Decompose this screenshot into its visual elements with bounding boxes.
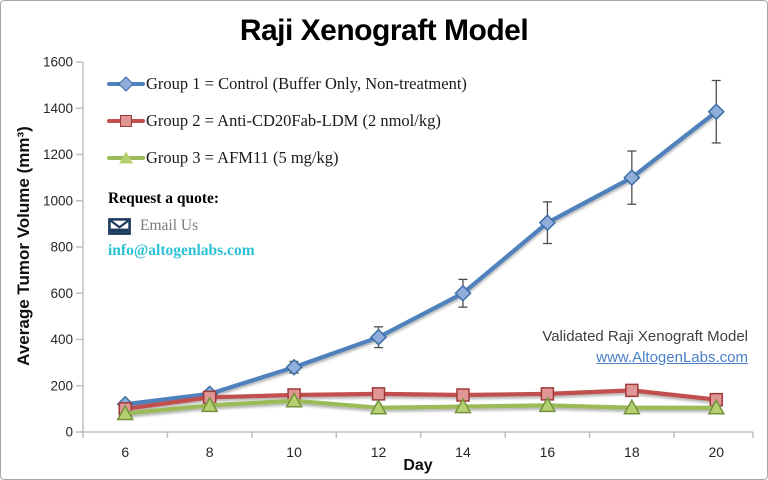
svg-text:16: 16 <box>540 444 556 460</box>
chart-title: Raji Xenograft Model <box>239 14 529 47</box>
svg-text:1600: 1600 <box>43 55 73 70</box>
svg-text:600: 600 <box>50 286 73 301</box>
svg-text:8: 8 <box>206 444 214 460</box>
legend-label-group2: Group 2 = Anti-CD20Fab-LDM (2 nmol/kg) <box>146 110 441 130</box>
svg-text:800: 800 <box>50 240 73 255</box>
envelope-icon <box>108 217 131 235</box>
email-link[interactable]: Email Us <box>108 217 255 235</box>
legend: Group 1 = Control (Buffer Only, Non-trea… <box>107 65 467 176</box>
legend-item-group1: Group 1 = Control (Buffer Only, Non-trea… <box>107 65 467 102</box>
svg-text:200: 200 <box>50 378 73 393</box>
svg-text:12: 12 <box>371 444 387 460</box>
legend-label-group3: Group 3 = AFM11 (5 mg/kg) <box>146 147 339 167</box>
watermark-block: Validated Raji Xenograft Model www.Altog… <box>542 328 748 366</box>
triangle-marker-icon <box>119 151 133 164</box>
square-marker-icon <box>120 114 132 127</box>
svg-text:1000: 1000 <box>43 193 73 208</box>
diamond-marker-icon <box>118 75 134 92</box>
group1-line-marker-swatch <box>107 75 145 92</box>
group2-line-marker-swatch <box>107 113 145 129</box>
email-address-link[interactable]: info@altogenlabs.com <box>108 242 255 259</box>
svg-text:400: 400 <box>50 332 73 347</box>
svg-text:1200: 1200 <box>43 147 73 162</box>
y-axis-title: Average Tumor Volume (mm³) <box>14 126 33 366</box>
website-link[interactable]: www.AltogenLabs.com <box>596 349 748 366</box>
svg-text:10: 10 <box>286 444 302 460</box>
email-link-label: Email Us <box>140 217 199 234</box>
legend-label-group1: Group 1 = Control (Buffer Only, Non-trea… <box>146 73 467 93</box>
svg-text:1400: 1400 <box>43 101 73 116</box>
svg-text:18: 18 <box>624 444 640 460</box>
request-quote-heading: Request a quote: <box>108 190 220 207</box>
svg-text:6: 6 <box>121 444 129 460</box>
legend-item-group3: Group 3 = AFM11 (5 mg/kg) <box>107 139 467 176</box>
watermark-text: Validated Raji Xenograft Model <box>542 328 748 345</box>
group3-line-marker-swatch <box>107 150 145 166</box>
request-quote-block: Request a quote: Email Us info@altogenla… <box>108 190 255 260</box>
svg-text:20: 20 <box>708 444 724 460</box>
legend-item-group2: Group 2 = Anti-CD20Fab-LDM (2 nmol/kg) <box>107 102 467 139</box>
svg-text:0: 0 <box>65 425 73 440</box>
x-axis-title: Day <box>403 457 433 474</box>
svg-text:14: 14 <box>455 444 471 460</box>
